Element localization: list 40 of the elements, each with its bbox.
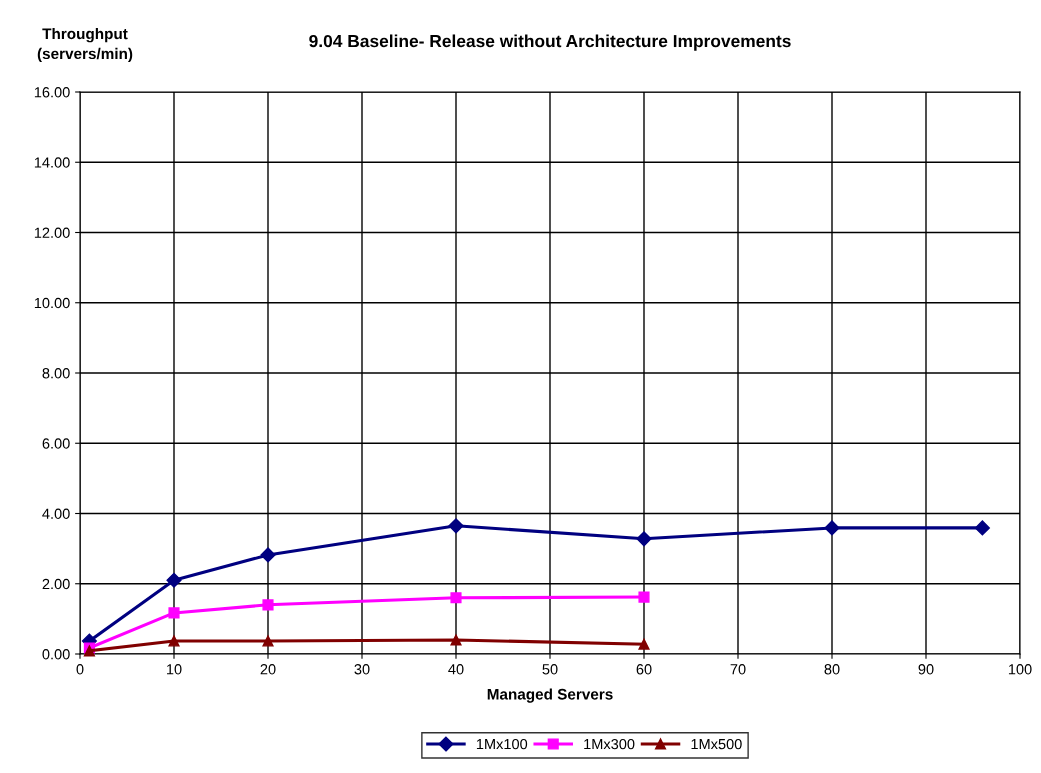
point — [638, 591, 650, 603]
point — [450, 634, 462, 646]
x-tick-label: 90 — [918, 664, 934, 675]
point — [260, 547, 276, 563]
x-tick-label: 80 — [824, 664, 840, 675]
legend-label: 1Mx100 — [476, 738, 528, 750]
y-tick-label: 0.00 — [42, 649, 70, 660]
x-tick-label: 70 — [730, 664, 746, 675]
point — [636, 531, 652, 547]
point — [166, 572, 182, 588]
y-tick-label: 10.00 — [34, 297, 70, 309]
y-axis-title: Throughput (servers/min) — [37, 28, 133, 63]
x-tick-label: 30 — [354, 664, 370, 675]
point — [262, 599, 274, 611]
legend-label: 1Mx300 — [584, 738, 635, 750]
chart-title: 9.04 Baseline- Release without Architecture Improvements — [309, 34, 791, 51]
point — [824, 520, 840, 536]
legend-label: 1Mx500 — [691, 738, 742, 750]
x-tick-label: 0 — [76, 664, 84, 675]
y-tick-label: 14.00 — [34, 157, 70, 168]
x-tick-label: 60 — [636, 664, 652, 675]
x-tick-label: 20 — [260, 664, 276, 675]
y-tick-label: 4.00 — [42, 508, 70, 519]
y-tick-label: 16.00 — [34, 87, 70, 98]
point — [168, 607, 180, 619]
y-tick-label: 8.00 — [42, 368, 70, 379]
x-axis-title: Managed Servers — [487, 688, 613, 703]
point — [262, 635, 274, 647]
point — [168, 635, 180, 647]
x-tick-label: 100 — [1008, 664, 1032, 675]
point — [638, 638, 650, 650]
x-tick-label: 40 — [448, 664, 464, 675]
x-tick-label: 10 — [167, 664, 182, 675]
point — [450, 592, 462, 604]
y-tick-label: 6.00 — [42, 438, 70, 449]
y-tick-label: 12.00 — [34, 227, 70, 238]
y-tick-label: 2.00 — [42, 578, 70, 590]
x-tick-label: 50 — [542, 664, 558, 675]
point — [448, 518, 464, 534]
point — [974, 520, 990, 536]
